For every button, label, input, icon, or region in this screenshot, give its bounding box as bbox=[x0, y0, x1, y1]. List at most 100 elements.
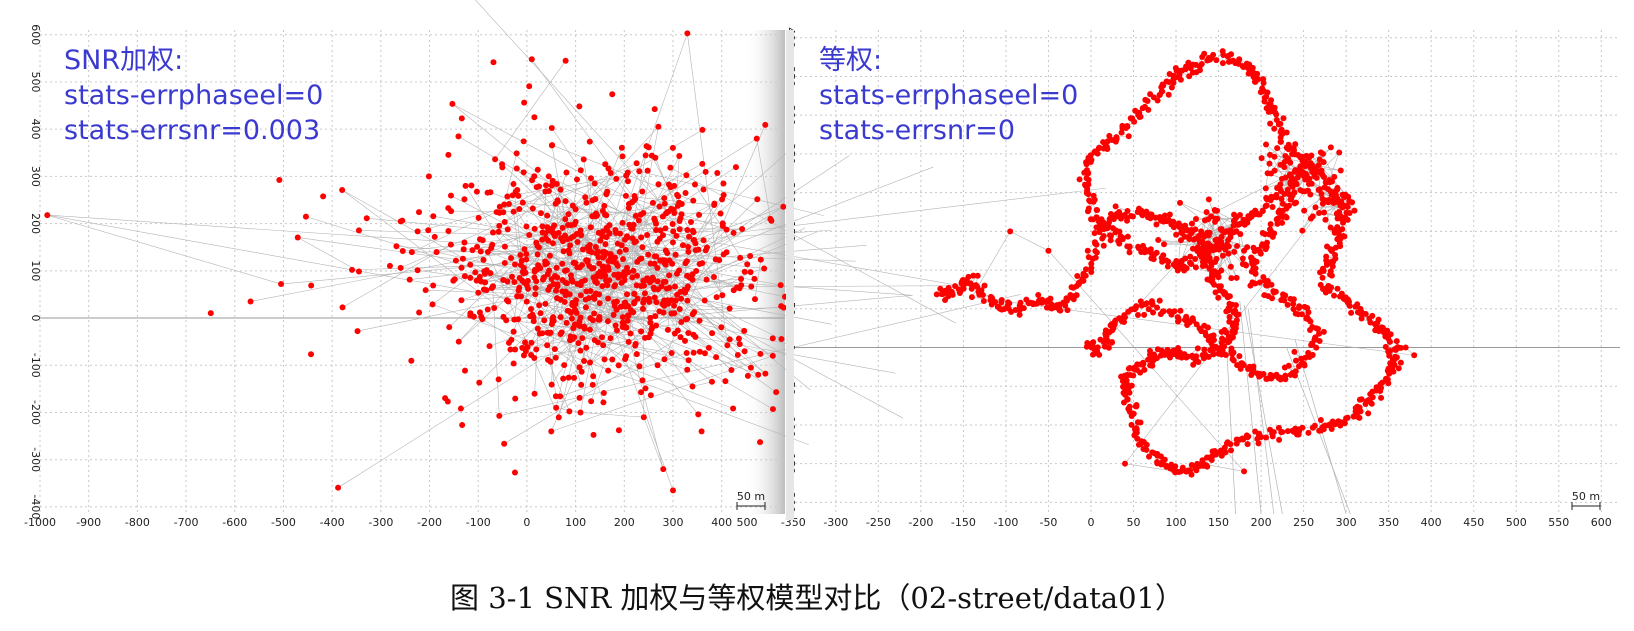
position-point bbox=[1120, 389, 1127, 396]
x-tick-label: -700 bbox=[174, 516, 199, 529]
position-point bbox=[584, 244, 591, 251]
position-point bbox=[1205, 196, 1212, 203]
position-point bbox=[1196, 251, 1203, 258]
position-point bbox=[1108, 137, 1115, 144]
position-point bbox=[1107, 237, 1114, 244]
position-point bbox=[534, 251, 541, 258]
position-point bbox=[581, 325, 588, 332]
position-point bbox=[1266, 160, 1273, 167]
position-point bbox=[1068, 284, 1075, 291]
position-point bbox=[562, 198, 569, 205]
position-point bbox=[1094, 207, 1101, 214]
position-point bbox=[1198, 230, 1205, 237]
position-point bbox=[640, 414, 647, 421]
position-point bbox=[1337, 202, 1344, 209]
position-point bbox=[511, 279, 518, 286]
position-point bbox=[689, 271, 696, 278]
position-point bbox=[605, 257, 612, 264]
x-tick-label: -500 bbox=[271, 516, 296, 529]
position-point bbox=[1261, 98, 1268, 105]
panel-splitter[interactable] bbox=[786, 30, 794, 520]
position-point bbox=[570, 325, 577, 332]
position-point bbox=[616, 248, 623, 255]
position-point bbox=[1230, 309, 1237, 316]
position-point bbox=[1219, 60, 1226, 67]
position-point bbox=[1100, 242, 1107, 249]
position-point bbox=[1186, 235, 1193, 242]
position-point bbox=[683, 172, 690, 179]
position-point bbox=[1183, 313, 1190, 320]
position-point bbox=[1273, 111, 1280, 118]
position-point bbox=[1354, 301, 1361, 308]
position-point bbox=[1064, 307, 1071, 314]
position-point bbox=[1153, 221, 1160, 228]
position-point bbox=[605, 367, 612, 374]
position-point bbox=[559, 276, 566, 283]
position-point bbox=[1258, 155, 1265, 162]
track-link bbox=[754, 259, 762, 300]
position-point bbox=[574, 280, 581, 287]
position-point bbox=[651, 253, 658, 260]
position-point bbox=[630, 267, 637, 274]
position-point bbox=[633, 272, 640, 279]
position-point bbox=[703, 244, 710, 251]
position-point bbox=[1215, 246, 1222, 253]
position-point bbox=[1289, 150, 1296, 157]
position-point bbox=[974, 283, 981, 290]
position-point bbox=[645, 144, 652, 151]
position-point bbox=[1336, 240, 1343, 247]
position-point bbox=[627, 330, 634, 337]
position-point bbox=[1137, 298, 1144, 305]
annotation-line: 等权: bbox=[819, 45, 882, 76]
position-point bbox=[623, 291, 630, 298]
position-point bbox=[571, 334, 578, 341]
position-point bbox=[631, 290, 638, 297]
position-point bbox=[455, 338, 462, 345]
position-point bbox=[1271, 230, 1278, 237]
position-point bbox=[1250, 244, 1257, 251]
position-point bbox=[1228, 275, 1235, 282]
position-point bbox=[447, 241, 454, 248]
position-point bbox=[1121, 313, 1128, 320]
position-point bbox=[578, 381, 585, 388]
position-point bbox=[691, 181, 698, 188]
position-point bbox=[549, 240, 556, 247]
position-point bbox=[591, 180, 598, 187]
position-point bbox=[1095, 145, 1102, 152]
position-point bbox=[703, 276, 710, 283]
position-point bbox=[461, 239, 468, 246]
position-point bbox=[520, 352, 527, 359]
position-point bbox=[629, 274, 636, 281]
position-point bbox=[1142, 96, 1149, 103]
track-link bbox=[487, 251, 560, 418]
position-point bbox=[662, 225, 669, 232]
position-point bbox=[661, 356, 668, 363]
position-point bbox=[524, 344, 531, 351]
position-point bbox=[500, 277, 507, 284]
position-point bbox=[554, 197, 561, 204]
position-point bbox=[320, 193, 327, 200]
position-point bbox=[595, 254, 602, 261]
position-point bbox=[1362, 400, 1369, 407]
position-point bbox=[1212, 289, 1219, 296]
position-point bbox=[1304, 187, 1311, 194]
position-point bbox=[1319, 171, 1326, 178]
track-link bbox=[433, 215, 508, 230]
track-link bbox=[342, 244, 452, 308]
position-point bbox=[501, 259, 508, 266]
position-point bbox=[1319, 195, 1326, 202]
position-point bbox=[1189, 245, 1196, 252]
position-point bbox=[619, 219, 626, 226]
position-point bbox=[1287, 371, 1294, 378]
position-point bbox=[1320, 328, 1327, 335]
position-points bbox=[44, 30, 788, 494]
position-point bbox=[583, 199, 590, 206]
position-point bbox=[1126, 249, 1133, 256]
position-point bbox=[557, 331, 564, 338]
x-tick-label: -250 bbox=[866, 516, 891, 529]
position-point bbox=[1017, 299, 1024, 306]
position-point bbox=[477, 248, 484, 255]
annotation-line: stats-errsnr=0.003 bbox=[64, 115, 320, 146]
position-point bbox=[526, 232, 533, 239]
